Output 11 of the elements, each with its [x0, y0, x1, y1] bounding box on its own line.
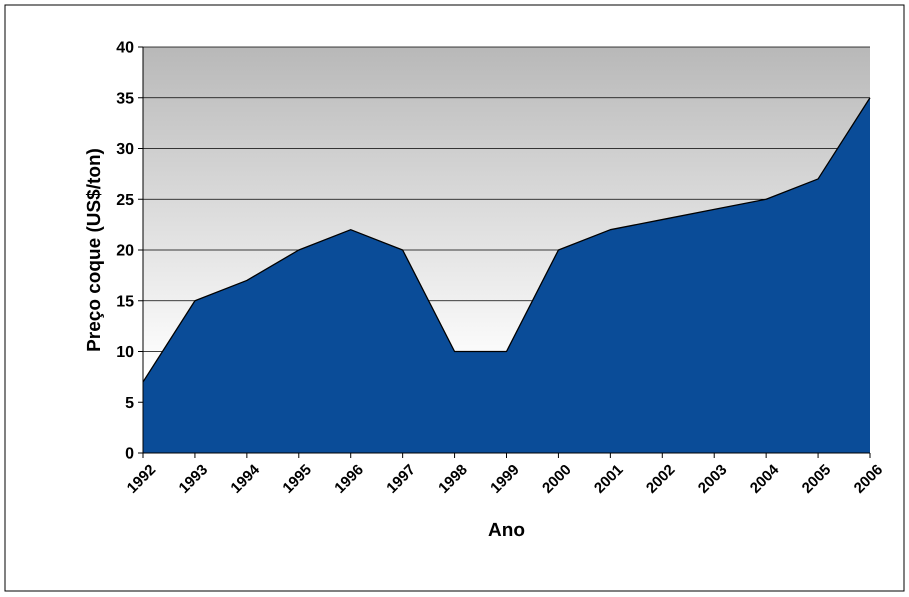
y-tick-label: 35: [116, 90, 134, 108]
y-tick-label: 40: [116, 40, 134, 57]
y-tick-label: 10: [116, 344, 134, 362]
y-tick-label: 25: [116, 192, 134, 209]
y-axis-title: Preço coque (US$/ton): [84, 148, 105, 352]
y-tick-label: 20: [116, 242, 134, 260]
x-axis-title: Ano: [488, 520, 525, 541]
y-tick-label: 30: [116, 141, 134, 158]
y-tick-label: 15: [116, 293, 134, 310]
y-tick-label: 0: [125, 446, 134, 463]
y-tick-label: 5: [125, 394, 134, 412]
